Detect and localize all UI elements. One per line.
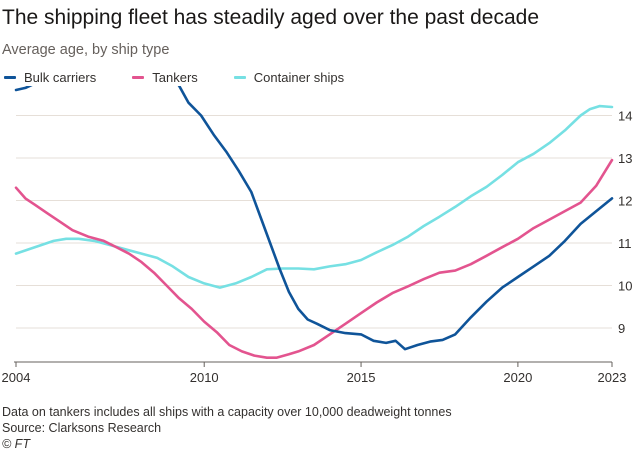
y-tick-label-10: 10 <box>618 279 632 294</box>
x-tick-label-2023: 2023 <box>598 370 627 385</box>
legend-label-tankers: Tankers <box>152 70 198 85</box>
y-tick-label-11: 11 <box>618 236 632 251</box>
legend-swatch-container-ships <box>233 76 246 79</box>
legend-item-tankers: Tankers <box>132 70 198 85</box>
legend-swatch-bulk-carriers <box>4 76 16 79</box>
series-line-bulk-carriers <box>14 86 614 351</box>
chart-title: The shipping fleet has steadily aged ove… <box>2 6 540 29</box>
legend-label-container-ships: Container ships <box>253 70 345 85</box>
legend-item-container-ships: Container ships <box>233 70 345 85</box>
series-lines <box>14 86 614 360</box>
x-tick-label-2004: 2004 <box>2 370 31 385</box>
source-note: Source: Clarksons Research <box>2 421 162 435</box>
y-tick-label-13: 13 <box>618 151 632 166</box>
x-tick-label-2015: 2015 <box>347 370 376 385</box>
legend-item-bulk-carriers: Bulk carriers <box>4 70 96 85</box>
footnote: Data on tankers includes all ships with … <box>2 405 452 419</box>
line-chart: 9 10 11 12 13 14 2004 2010 2015 2020 2023 <box>2 86 633 386</box>
chart-notes: Data on tankers includes all ships with … <box>2 404 452 452</box>
legend-label-bulk-carriers: Bulk carriers <box>24 70 97 85</box>
y-tick-label-12: 12 <box>618 194 632 209</box>
x-tick-label-2010: 2010 <box>190 370 219 385</box>
y-tick-label-9: 9 <box>618 321 625 336</box>
x-tick-label-2020: 2020 <box>503 370 532 385</box>
series-line-tankers <box>14 158 614 360</box>
legend-swatch-tankers <box>132 76 145 79</box>
axes: 9 10 11 12 13 14 2004 2010 2015 2020 2023 <box>2 109 633 386</box>
legend: Bulk carriers Tankers Container ships <box>4 70 344 85</box>
gridlines <box>16 115 612 329</box>
y-tick-label-14: 14 <box>618 109 632 124</box>
ft-credit: © FT <box>2 437 30 451</box>
chart-subtitle: Average age, by ship type <box>2 42 170 58</box>
series-line-container-ships <box>14 104 614 289</box>
